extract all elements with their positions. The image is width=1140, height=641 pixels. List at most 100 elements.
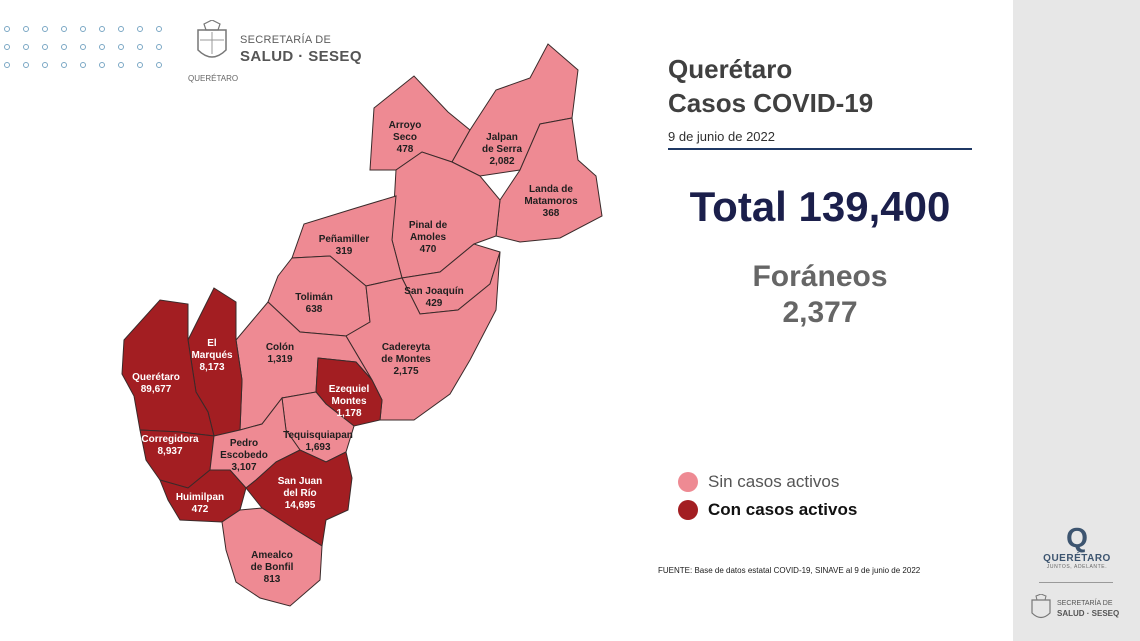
muni-name: Querétaro: [132, 372, 180, 383]
muni-name: de Serra: [482, 144, 522, 155]
decorative-dot: [23, 62, 29, 68]
muni-count: 2,082: [489, 156, 514, 167]
muni-name: Pedro: [230, 438, 258, 449]
seseq-logo: SECRETARÍA DE SALUD · SESEQ QUERÉTARO: [188, 20, 378, 83]
decorative-dot: [156, 44, 162, 50]
muni-name: Huimilpan: [176, 492, 224, 503]
muni-name: Cadereyta: [382, 342, 431, 353]
muni-name: Seco: [393, 132, 417, 143]
muni-label-cadereyta-de-montes: Cadereyta de Montes 2,175: [381, 342, 431, 377]
muni-count: 1,319: [267, 354, 292, 365]
muni-label-landa-de-matamoros: Landa de Matamoros 368: [524, 184, 578, 219]
muni-count: 478: [397, 144, 414, 155]
decorative-dot: [61, 26, 67, 32]
decorative-dot: [118, 44, 124, 50]
muni-count: 14,695: [285, 500, 316, 511]
muni-label-colon: Colón 1,319: [266, 342, 294, 365]
decorative-dot: [4, 62, 10, 68]
muni-shape-amealco-de-bonfil: [221, 507, 323, 607]
foraneos-label: Foráneos: [752, 260, 888, 293]
muni-label-tequisquiapan: Tequisquiapan 1,693: [283, 430, 353, 453]
muni-name: Arroyo: [389, 120, 422, 131]
muni-count: 429: [426, 298, 443, 309]
muni-count: 470: [420, 244, 437, 255]
decorative-dot: [23, 26, 29, 32]
muni-count: 1,693: [305, 442, 330, 453]
decorative-dot: [80, 44, 86, 50]
data-source-note: FUENTE: Base de datos estatal COVID-19, …: [658, 566, 921, 575]
small-logo-line-2: SALUD · SESEQ: [1057, 609, 1120, 618]
muni-count: 813: [264, 574, 281, 585]
logo-line-1: SECRETARÍA DE: [240, 34, 332, 46]
muni-name: Tequisquiapan: [283, 430, 353, 441]
muni-label-pinal-de-amoles: Pinal de Amoles 470: [409, 220, 448, 255]
report-date: 9 de junio de 2022: [668, 129, 775, 144]
decorative-dot: [61, 44, 67, 50]
decorative-dot: [118, 62, 124, 68]
title-line-2: Casos COVID-19: [668, 88, 874, 118]
muni-name: Amealco: [251, 550, 293, 561]
title-line-1: Querétaro: [668, 54, 793, 84]
decorative-dot: [99, 44, 105, 50]
decorative-dot: [137, 26, 143, 32]
decorative-dot: [23, 44, 29, 50]
brand-tagline: JUNTOS, ADELANTE.: [1046, 564, 1108, 570]
muni-shape-queretaro: [121, 299, 215, 437]
muni-name: El: [207, 338, 217, 349]
muni-count: 1,178: [336, 408, 361, 419]
decorative-dot: [4, 26, 10, 32]
muni-label-jalpan-de-serra: Jalpan de Serra 2,082: [482, 132, 522, 167]
muni-label-huimilpan: Huimilpan 472: [176, 492, 224, 515]
legend-label-active: Con casos activos: [708, 500, 858, 519]
legend-label-no-active: Sin casos activos: [708, 472, 840, 491]
decorative-dot: [42, 26, 48, 32]
muni-name: San Joaquín: [404, 286, 463, 297]
state-seal-icon: [197, 20, 227, 58]
muni-label-amealco-de-bonfil: Amealco de Bonfil 813: [251, 550, 294, 585]
muni-name: Montes: [332, 396, 367, 407]
municipality-shapes: [121, 43, 603, 607]
page-title: Querétaro Casos COVID-19: [668, 52, 873, 120]
decorative-dot: [42, 44, 48, 50]
decorative-dot: [156, 62, 162, 68]
muni-shape-landa-de-matamoros: [495, 117, 603, 243]
muni-label-penamiller: Peñamiller 319: [319, 234, 370, 257]
muni-count: 319: [336, 246, 353, 257]
seseq-small-logo: SECRETARÍA DE SALUD · SESEQ: [1029, 594, 1139, 630]
muni-name: Marqués: [191, 350, 233, 361]
muni-label-toliman: Tolimán 638: [295, 292, 333, 315]
muni-count: 8,173: [199, 362, 224, 373]
total-cases: Total 139,400: [689, 183, 951, 230]
decorative-dot: [80, 62, 86, 68]
muni-shape-huimilpan: [159, 469, 247, 523]
muni-name: Colón: [266, 342, 294, 353]
muni-label-ezequiel-montes: Ezequiel Montes 1,178: [329, 384, 370, 419]
muni-count: 638: [306, 304, 323, 315]
decorative-dot: [137, 44, 143, 50]
muni-name: Jalpan: [486, 132, 518, 143]
muni-label-queretaro: Querétaro 89,677: [132, 372, 180, 395]
brand-divider: [1039, 582, 1113, 583]
muni-label-pedro-escobedo: Pedro Escobedo 3,107: [220, 438, 268, 473]
muni-label-arroyo-seco: Arroyo Seco 478: [389, 120, 422, 155]
foraneos-value: 2,377: [782, 296, 858, 329]
decorative-dot: [80, 26, 86, 32]
muni-name: de Bonfil: [251, 562, 294, 573]
q-logo-icon: Q: [1066, 522, 1088, 553]
muni-count: 3,107: [231, 462, 256, 473]
muni-label-corregidora: Corregidora 8,937: [141, 434, 199, 457]
logo-subtext: QUERÉTARO: [188, 74, 239, 83]
muni-name: Peñamiller: [319, 234, 370, 245]
muni-label-san-joaquin: San Joaquín 429: [404, 286, 463, 309]
foraneos-block: Foráneos 2,377: [720, 259, 920, 331]
decorative-dot: [137, 62, 143, 68]
muni-count: 2,175: [393, 366, 418, 377]
decorative-dot: [156, 26, 162, 32]
muni-label-el-marques: El Marqués 8,173: [191, 338, 233, 373]
muni-name: Escobedo: [220, 450, 268, 461]
muni-name: Tolimán: [295, 292, 333, 303]
decorative-dot: [4, 44, 10, 50]
decorative-dot: [118, 26, 124, 32]
